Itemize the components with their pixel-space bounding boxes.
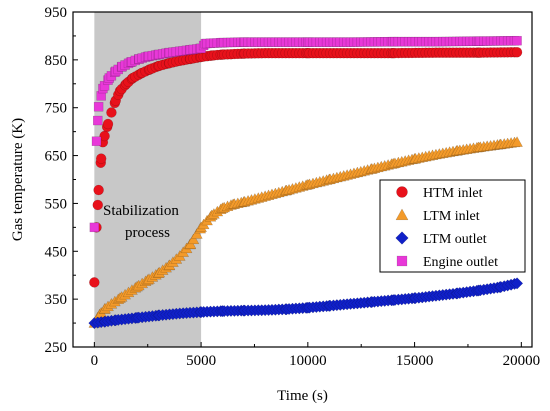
legend-entry: Engine outlet <box>396 255 498 270</box>
legend-marker <box>395 231 409 245</box>
data-point <box>95 153 107 164</box>
x-tick-label: 10000 <box>289 353 327 369</box>
legend-marker <box>396 186 408 198</box>
legend-marker <box>396 255 408 267</box>
stabilization-process-label: Stabilization process <box>103 203 179 241</box>
data-point <box>510 277 524 290</box>
legend-label: LTM inlet <box>423 209 480 224</box>
data-point <box>91 136 102 146</box>
legend-label: HTM inlet <box>423 186 483 201</box>
data-point <box>106 107 117 118</box>
series-htm-inlet <box>89 46 523 288</box>
legend-marker <box>395 208 409 221</box>
legend-entry: LTM inlet <box>395 208 480 224</box>
series-ltm-outlet <box>88 277 524 330</box>
data-point <box>512 35 522 46</box>
tick-layer: 0 5000 10000 15000 20000 250 350 450 550 650 750 85… <box>45 5 541 369</box>
y-tick-label: 650 <box>45 149 68 165</box>
data-point <box>89 222 100 233</box>
y-tick-label: 250 <box>45 340 68 356</box>
x-tick-label: 20000 <box>503 353 541 369</box>
y-tick-label: 550 <box>45 196 68 212</box>
legend-entry: LTM outlet <box>395 231 487 247</box>
legend-label: Engine outlet <box>423 255 498 270</box>
annot-line: Stabilization <box>103 203 179 219</box>
series-engine-outlet <box>89 35 522 233</box>
annot-line: process <box>125 225 170 241</box>
data-point <box>93 115 103 126</box>
data-point <box>93 102 104 112</box>
legend: HTM inlet LTM inlet LTM outlet Engine outle… <box>379 179 526 273</box>
y-tick-label: 950 <box>45 5 68 21</box>
series-layer <box>88 35 524 330</box>
x-axis-title: Time (s) <box>277 388 328 404</box>
data-point <box>92 199 104 211</box>
data-point <box>511 136 523 147</box>
y-tick-label: 450 <box>45 244 68 260</box>
data-point <box>511 46 523 58</box>
data-point <box>187 233 200 245</box>
x-tick-label: 15000 <box>396 353 434 369</box>
y-tick-label: 350 <box>45 292 68 308</box>
data-point <box>89 277 100 288</box>
data-point <box>102 118 114 130</box>
x-tick-label: 5000 <box>186 353 216 369</box>
y-tick-label: 750 <box>45 101 68 117</box>
x-tick-label: 0 <box>91 353 99 369</box>
data-point <box>93 184 104 196</box>
y-tick-label: 850 <box>45 53 68 69</box>
legend-label: LTM outlet <box>423 232 487 247</box>
data-point <box>190 228 203 239</box>
series-ltm-inlet <box>88 136 523 328</box>
y-axis-title: Gas temperature (K) <box>10 118 26 241</box>
legend-entry: HTM inlet <box>396 186 483 201</box>
